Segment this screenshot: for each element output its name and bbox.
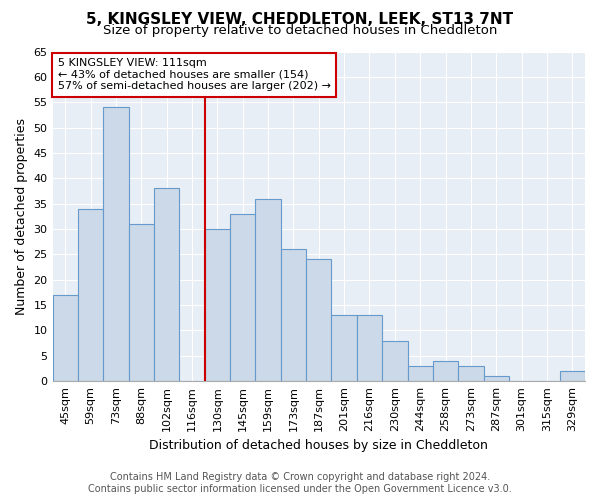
Bar bbox=[560, 371, 585, 381]
Bar bbox=[357, 315, 382, 381]
Bar bbox=[256, 198, 281, 381]
X-axis label: Distribution of detached houses by size in Cheddleton: Distribution of detached houses by size … bbox=[149, 440, 488, 452]
Text: Size of property relative to detached houses in Cheddleton: Size of property relative to detached ho… bbox=[103, 24, 497, 37]
Bar bbox=[433, 361, 458, 381]
Bar bbox=[103, 108, 128, 381]
Text: 5 KINGSLEY VIEW: 111sqm
← 43% of detached houses are smaller (154)
57% of semi-d: 5 KINGSLEY VIEW: 111sqm ← 43% of detache… bbox=[58, 58, 331, 92]
Bar bbox=[407, 366, 433, 381]
Bar bbox=[306, 260, 331, 381]
Bar bbox=[230, 214, 256, 381]
Bar bbox=[382, 340, 407, 381]
Text: 5, KINGSLEY VIEW, CHEDDLETON, LEEK, ST13 7NT: 5, KINGSLEY VIEW, CHEDDLETON, LEEK, ST13… bbox=[86, 12, 514, 28]
Bar bbox=[484, 376, 509, 381]
Bar bbox=[205, 229, 230, 381]
Bar bbox=[331, 315, 357, 381]
Bar bbox=[53, 295, 78, 381]
Bar bbox=[128, 224, 154, 381]
Bar bbox=[78, 208, 103, 381]
Bar bbox=[154, 188, 179, 381]
Text: Contains HM Land Registry data © Crown copyright and database right 2024.
Contai: Contains HM Land Registry data © Crown c… bbox=[88, 472, 512, 494]
Bar bbox=[281, 250, 306, 381]
Y-axis label: Number of detached properties: Number of detached properties bbox=[15, 118, 28, 315]
Bar bbox=[458, 366, 484, 381]
